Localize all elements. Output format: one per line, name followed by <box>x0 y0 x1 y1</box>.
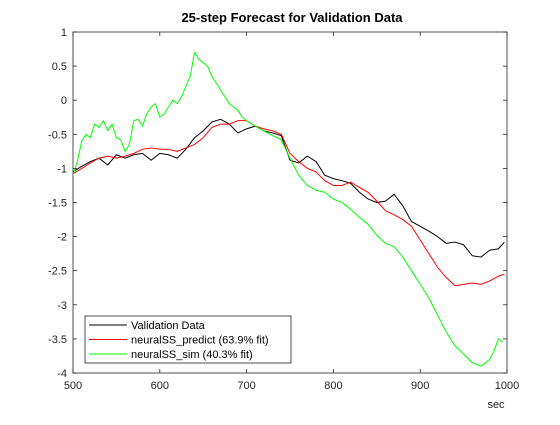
x-axis-label: sec <box>487 399 505 411</box>
series-line-1 <box>73 118 505 258</box>
y-tick-label: -3 <box>57 300 67 312</box>
y-tick-label: -1.5 <box>48 198 67 210</box>
x-tick-label: 600 <box>151 380 169 392</box>
legend: Validation Data neuralSS_predict (63.9% f… <box>84 315 292 364</box>
y-axis: 1 0.5 0 -0.5 -1 -1.5 -2 -2.5 -3 -3.5 -4 <box>48 27 507 380</box>
y-tick-label: -4 <box>57 368 67 380</box>
x-tick-label: 500 <box>64 380 82 392</box>
y-tick-label: -0.5 <box>48 129 67 141</box>
x-axis: 500 600 700 800 900 1000 <box>64 32 519 392</box>
series-line-3 <box>73 51 503 367</box>
x-tick-label: 800 <box>324 380 342 392</box>
y-tick-label: -3.5 <box>48 334 67 346</box>
y-tick-label: 1 <box>61 27 67 39</box>
y-tick-label: 0 <box>61 95 67 107</box>
x-tick-label: 1000 <box>495 380 519 392</box>
chart-title: 25-step Forecast for Validation Data <box>181 10 403 25</box>
legend-label-1: Validation Data <box>131 320 206 332</box>
y-tick-label: -2.5 <box>48 266 67 278</box>
y-tick-label: -1 <box>57 163 67 175</box>
legend-label-3: neuralSS_sim (40.3% fit) <box>131 349 253 361</box>
legend-label-2: neuralSS_predict (63.9% fit) <box>131 335 269 347</box>
series-line-2 <box>73 120 505 287</box>
x-tick-label: 900 <box>411 380 429 392</box>
x-tick-label: 700 <box>237 380 255 392</box>
y-tick-label: 0.5 <box>52 61 67 73</box>
y-tick-label: -2 <box>57 232 67 244</box>
series-lines <box>73 51 505 367</box>
